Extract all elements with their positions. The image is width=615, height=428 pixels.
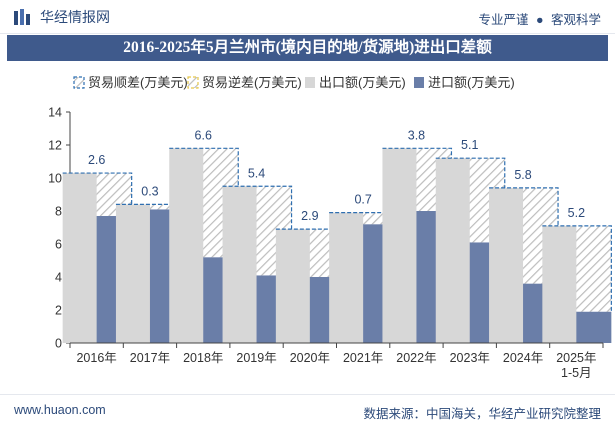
footer-source: 数据来源：中国海关，华经产业研究院整理 bbox=[363, 407, 601, 421]
tagline: 专业严谨 ● 客观科学 bbox=[478, 9, 601, 28]
surplus-bar-outline bbox=[62, 172, 133, 216]
export-bar bbox=[222, 186, 258, 343]
data-label: 0.3 bbox=[141, 184, 158, 198]
data-label: 2.9 bbox=[301, 209, 318, 223]
export-bar bbox=[382, 148, 418, 343]
brand-logo-icon bbox=[14, 9, 30, 25]
x-tick-label: 2023年 bbox=[450, 351, 490, 365]
legend-label-surplus: 贸易顺差(万美元) bbox=[88, 75, 188, 90]
surplus-bar-outline bbox=[542, 225, 612, 312]
export-bar bbox=[489, 187, 525, 343]
data-label: 0.7 bbox=[354, 193, 371, 207]
chart: 贸易顺差(万美元) 贸易逆差(万美元) 出口额(万美元) 进口额(万美元) 0 2 4 6 8… bbox=[48, 75, 612, 380]
footer-website-link[interactable]: www.huaon.com bbox=[14, 403, 106, 417]
x-tick-label: 2016年 bbox=[76, 351, 116, 365]
surplus-bar bbox=[576, 225, 612, 312]
legend-swatch-surplus bbox=[73, 76, 85, 89]
legend-swatch-deficit bbox=[187, 76, 199, 89]
y-tick-label: 12 bbox=[48, 139, 62, 153]
y-tick-label: 4 bbox=[55, 271, 62, 285]
export-bar bbox=[275, 229, 311, 343]
legend-label-export: 出口额(万美元) bbox=[319, 75, 406, 90]
x-tick-label: 2022年 bbox=[396, 351, 436, 365]
legend-swatch-import bbox=[414, 77, 424, 88]
chart-title: 2016-2025年5月兰州市(境内目的地/货源地)进出口差额 bbox=[7, 35, 608, 61]
x-tick-label: 2020年 bbox=[290, 351, 330, 365]
x-tick-label: 2017年 bbox=[130, 351, 170, 365]
data-label: 6.6 bbox=[195, 128, 212, 142]
legend-label-import: 进口额(万美元) bbox=[428, 75, 515, 90]
x-tick-label: 2019年 bbox=[236, 351, 276, 365]
x-tick-label: 2021年 bbox=[343, 351, 383, 365]
export-bar bbox=[62, 173, 98, 343]
data-label: 3.8 bbox=[408, 128, 425, 142]
top-bar: 华经情报网 专业严谨 ● 客观科学 bbox=[0, 0, 615, 34]
x-tick-label: 2024年 bbox=[503, 351, 543, 365]
legend-swatch-export bbox=[305, 77, 315, 88]
legend-label-deficit: 贸易逆差(万美元) bbox=[202, 75, 302, 90]
data-label: 5.1 bbox=[461, 138, 478, 152]
export-bar bbox=[329, 212, 365, 343]
data-label: 5.8 bbox=[514, 168, 531, 182]
y-tick-label: 8 bbox=[55, 205, 62, 219]
tagline-separator-icon: ● bbox=[535, 13, 544, 27]
data-label: 5.4 bbox=[248, 166, 265, 180]
export-bar bbox=[169, 148, 205, 343]
footer: www.huaon.com 数据来源：中国海关，华经产业研究院整理 bbox=[0, 394, 615, 428]
export-bar bbox=[115, 204, 151, 343]
y-tick-label: 2 bbox=[55, 304, 62, 318]
tagline-left: 专业严谨 bbox=[478, 13, 529, 27]
data-label: 2.6 bbox=[88, 153, 105, 167]
brand-name: 华经情报网 bbox=[40, 9, 110, 25]
y-tick-label: 6 bbox=[55, 238, 62, 252]
x-tick-label: 1-5月 bbox=[561, 366, 592, 380]
data-label: 5.2 bbox=[568, 206, 585, 220]
import-bar bbox=[576, 311, 612, 343]
export-bar bbox=[435, 158, 471, 343]
surplus-bar-outline bbox=[435, 157, 506, 243]
y-tick-label: 14 bbox=[48, 106, 62, 120]
y-tick-label: 10 bbox=[48, 172, 62, 186]
tagline-right: 客观科学 bbox=[550, 13, 601, 27]
x-tick-label: 2025年 bbox=[556, 351, 596, 365]
surplus-bar bbox=[149, 204, 185, 210]
x-tick-label: 2018年 bbox=[183, 351, 223, 365]
surplus-bar bbox=[363, 212, 399, 225]
y-tick-label: 0 bbox=[55, 337, 62, 351]
export-bar bbox=[542, 225, 578, 343]
brand: 华经情报网 bbox=[14, 7, 110, 27]
